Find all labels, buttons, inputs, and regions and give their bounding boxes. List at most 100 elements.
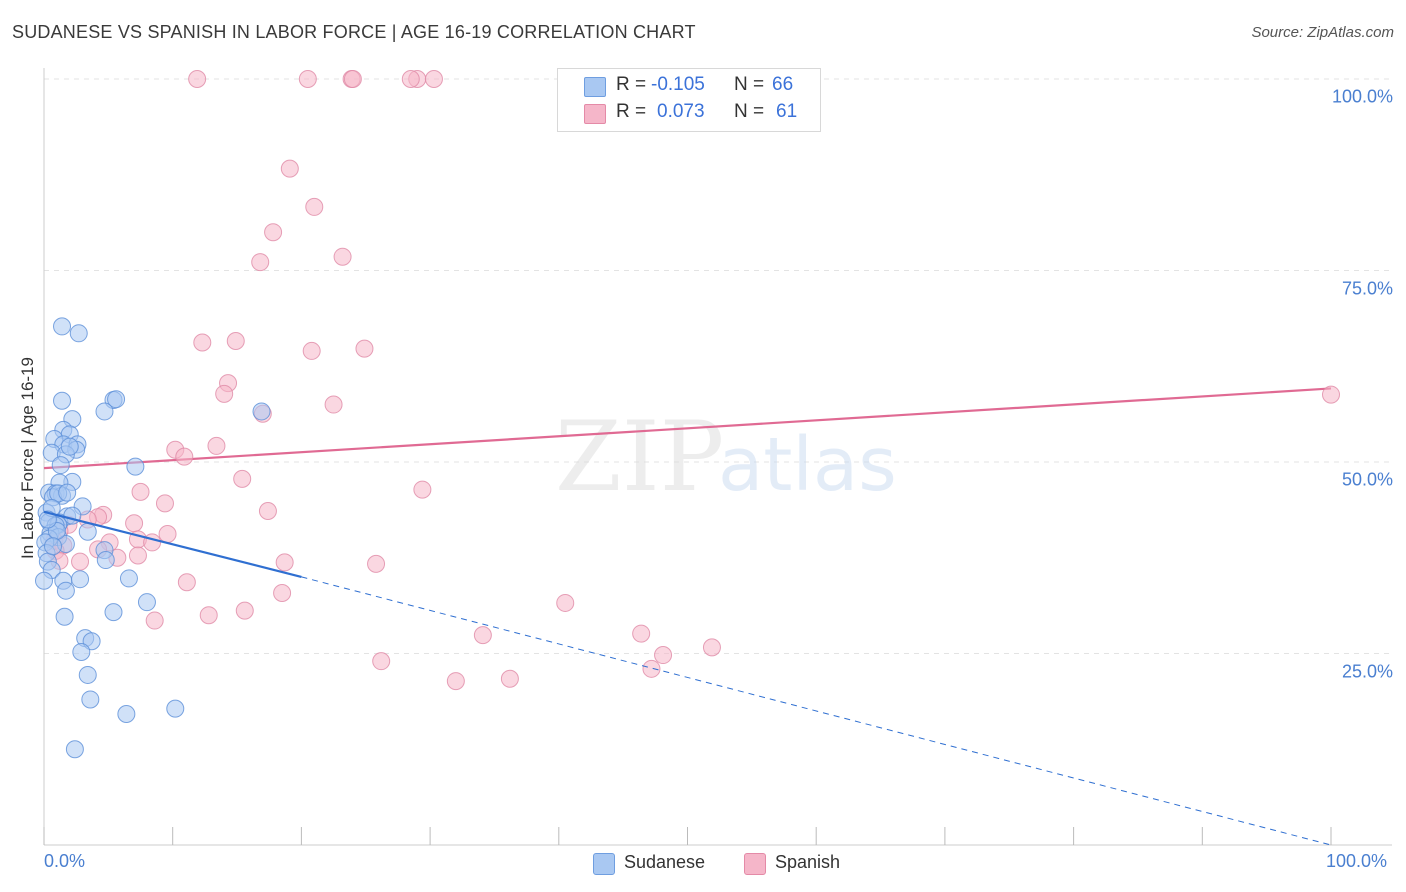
sudanese-trend-extension: [301, 576, 1332, 846]
spanish-trend-line: [43, 387, 1332, 470]
spanish-point: [446, 672, 465, 691]
stats-n-value: 61: [776, 101, 798, 122]
spanish-point: [264, 223, 283, 242]
sudanese-point: [69, 324, 88, 343]
stats-row-spanish: R = 0.073 N = 61: [558, 101, 820, 127]
spanish-point: [275, 553, 294, 572]
spanish-point: [233, 469, 252, 488]
spanish-point: [128, 546, 147, 565]
sudanese-point: [81, 690, 100, 709]
spanish-point: [654, 646, 673, 665]
spanish-point: [367, 554, 386, 573]
sudanese-points: [35, 317, 271, 759]
spanish-point: [305, 197, 324, 216]
x-tick-max: 100.0%: [1326, 851, 1388, 871]
spanish-point: [324, 395, 343, 414]
stats-r-value: -0.105: [651, 74, 705, 95]
spanish-point: [175, 447, 194, 466]
sudanese-point: [78, 665, 97, 684]
spanish-point: [401, 70, 420, 88]
spanish-point: [199, 606, 218, 625]
sudanese-point: [65, 740, 84, 759]
sudanese-point: [53, 391, 72, 410]
sudanese-point: [44, 537, 63, 556]
spanish-point: [355, 339, 374, 358]
spanish-point: [131, 482, 150, 501]
y-tick-label: 100.0%: [1331, 86, 1393, 107]
spanish-point: [251, 253, 270, 272]
sudanese-point: [252, 402, 271, 421]
sudanese-point: [55, 607, 74, 626]
stats-row-sudanese: R = -0.105 N = 66: [558, 74, 820, 100]
sudanese-point: [38, 510, 57, 529]
sudanese-point: [107, 390, 126, 409]
sudanese-point: [53, 317, 72, 336]
spanish-point: [226, 331, 245, 350]
spanish-point: [302, 341, 321, 360]
chart-title: SUDANESE VS SPANISH IN LABOR FORCE | AGE…: [12, 22, 696, 42]
spanish-point: [642, 659, 661, 678]
sudanese-point: [51, 456, 70, 475]
sudanese-point: [117, 705, 136, 724]
spanish-points: [45, 70, 1340, 691]
stats-n-label: N =: [734, 101, 765, 122]
spanish-point: [143, 533, 162, 552]
watermark: ZIP atlas: [555, 401, 897, 513]
spanish-point: [424, 70, 443, 88]
sudanese-trend-line: [43, 510, 302, 578]
spanish-point: [71, 552, 90, 571]
sudanese-point: [35, 571, 53, 590]
spanish-point: [702, 638, 721, 657]
spanish-point: [258, 502, 277, 521]
spanish-point: [235, 601, 254, 620]
sudanese-point: [58, 483, 77, 502]
spanish-point: [273, 583, 292, 602]
stats-box: R = -0.105 N = 66 R = 0.073 N = 61: [557, 68, 821, 132]
spanish-point: [632, 624, 651, 643]
sudanese-point: [104, 603, 123, 622]
stats-n-value: 66: [772, 74, 794, 95]
sudanese-point: [60, 437, 79, 456]
watermark-atlas: atlas: [718, 422, 897, 508]
watermark-zip: ZIP: [555, 401, 724, 513]
spanish-point: [177, 573, 196, 592]
spanish-point: [193, 333, 212, 352]
sudanese-point: [166, 699, 185, 718]
spanish-point: [145, 611, 164, 630]
spanish-point: [556, 593, 575, 612]
spanish-point: [413, 480, 432, 499]
sudanese-trend: [43, 510, 1332, 846]
stats-swatch-spanish: [584, 104, 606, 124]
spanish-trend: [43, 387, 1332, 470]
grid-lines: [44, 78, 1392, 654]
y-tick-label: 75.0%: [1341, 278, 1393, 298]
sudanese-point: [137, 593, 156, 612]
legend-label: Sudanese: [624, 852, 706, 872]
spanish-point: [188, 70, 207, 88]
stats-n-label: N =: [734, 74, 765, 95]
spanish-point: [333, 247, 352, 266]
spanish-point: [155, 494, 174, 513]
stats-r-label: R =: [616, 101, 647, 122]
spanish-point: [207, 436, 226, 455]
legend-swatch-spanish: [744, 853, 766, 875]
spanish-point: [372, 652, 391, 671]
y-tick-label: 25.0%: [1341, 661, 1393, 681]
stats-r-value: 0.073: [657, 101, 705, 122]
source-label: Source: ZipAtlas.com: [1251, 24, 1394, 41]
sudanese-point: [72, 642, 91, 661]
spanish-point: [125, 514, 144, 533]
spanish-point: [343, 70, 362, 88]
sudanese-point: [95, 402, 114, 421]
sudanese-point: [56, 581, 75, 600]
spanish-point: [298, 70, 317, 88]
spanish-point: [158, 525, 177, 544]
stats-r-label: R =: [616, 74, 647, 95]
y-tick-label: 50.0%: [1341, 469, 1393, 490]
spanish-point: [215, 384, 234, 403]
sudanese-point: [78, 522, 97, 541]
legend-swatch-sudanese: [593, 853, 615, 875]
sudanese-point: [96, 551, 115, 570]
spanish-point: [1322, 385, 1340, 404]
